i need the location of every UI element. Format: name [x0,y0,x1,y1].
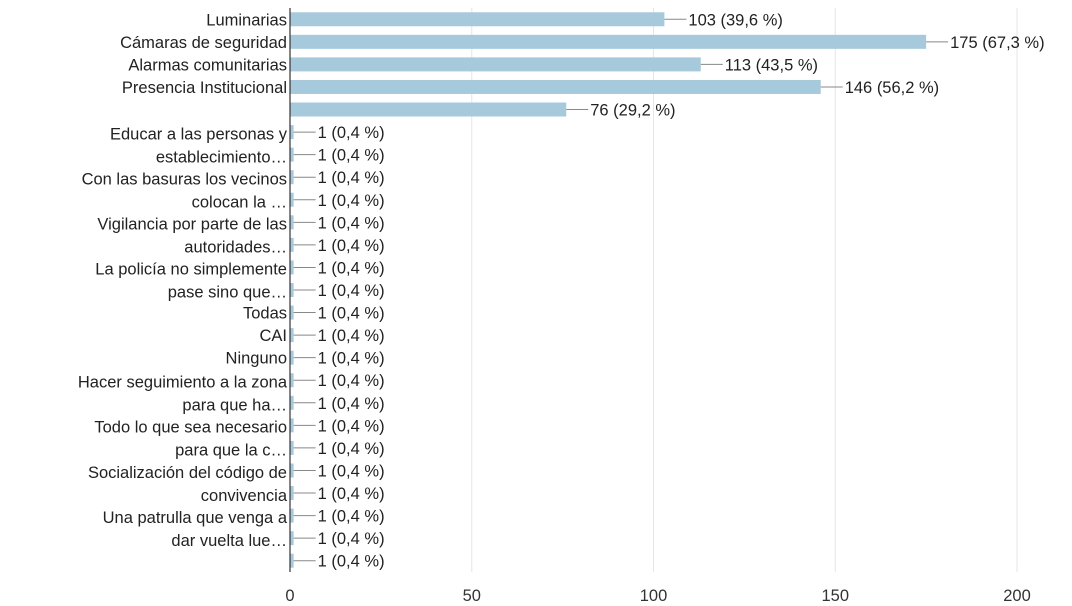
category-label: Cámaras de seguridad [120,34,287,52]
category-label-line: autoridades… [184,239,287,257]
category-label-line: para que la c… [175,442,287,460]
category-label-line: colocan la … [192,193,287,211]
bar[interactable] [290,79,821,94]
value-label: 175 (67,3 %) [950,34,1044,52]
bar[interactable] [290,237,294,252]
bar[interactable] [290,12,665,27]
category-label: CAI [259,327,287,345]
bar[interactable] [290,170,294,185]
x-tick-label: 100 [640,587,668,605]
label-layer: 103 (39,6 %) Luminarias 175 (67,3 %) Cámara… [78,11,1045,570]
bar[interactable] [290,395,294,410]
bar[interactable] [290,350,294,365]
bar[interactable] [290,192,294,207]
bar[interactable] [290,125,294,140]
x-tick-label: 0 [285,587,294,605]
value-label: 1 (0,4 %) [318,282,385,300]
category-label-line: La policía no simplemente [95,261,287,279]
category-label-line: Vigilancia por parte de las [97,216,287,234]
value-label: 1 (0,4 %) [318,417,385,435]
bar[interactable] [290,102,567,117]
value-label: 146 (56,2 %) [845,79,939,97]
bar[interactable] [290,486,294,501]
value-label: 1 (0,4 %) [318,192,385,210]
bar[interactable] [290,283,294,297]
bar-layer [290,12,949,568]
bar[interactable] [290,147,294,162]
category-label-line: Todo lo que sea necesario [94,419,287,437]
category-label-line: Educar a las personas y [110,125,288,143]
grid-layer [471,8,1018,572]
bar[interactable] [290,215,294,230]
value-label: 1 (0,4 %) [318,440,385,458]
category-label: Luminarias [206,11,287,29]
category-label-line: para que ha… [182,397,287,415]
category-label: Todas [243,305,287,323]
x-tick-label: 200 [1003,587,1031,605]
value-label: 1 (0,4 %) [318,147,385,165]
value-label: 1 (0,4 %) [318,214,385,232]
category-label-line: Con las basuras los vecinos [82,170,287,188]
category-label-line: pase sino que… [168,284,287,302]
bar[interactable] [290,57,701,72]
x-tick-label: 150 [821,587,849,605]
category-label-line: Hacer seguimiento a la zona [78,374,288,392]
value-label: 1 (0,4 %) [318,485,385,503]
bar[interactable] [290,418,294,433]
bar[interactable] [290,440,294,455]
value-label: 1 (0,4 %) [318,350,385,368]
bar[interactable] [290,373,294,388]
value-label: 1 (0,4 %) [318,124,385,142]
value-label: 1 (0,4 %) [318,462,385,480]
value-label: 76 (29,2 %) [590,102,675,120]
value-label: 103 (39,6 %) [688,11,782,29]
category-label-line: Una patrulla que venga a [103,509,288,527]
bar[interactable] [290,305,294,320]
value-label: 1 (0,4 %) [318,508,385,526]
category-label: Alarmas comunitarias [128,56,287,74]
value-label: 1 (0,4 %) [318,530,385,548]
bar[interactable] [290,34,927,49]
value-label: 1 (0,4 %) [318,259,385,277]
category-label-line: establecimiento… [156,148,287,166]
value-label: 113 (43,5 %) [725,56,818,74]
bar[interactable] [290,553,294,568]
bar[interactable] [290,260,294,275]
category-label-line: Socialización del código de [88,464,287,482]
x-tick-label: 50 [463,587,481,605]
value-label: 1 (0,4 %) [318,395,385,413]
bar[interactable] [290,508,294,523]
value-label: 1 (0,4 %) [318,305,385,323]
axis-layer: 0 50 100 150 200 [285,8,1031,605]
value-label: 1 (0,4 %) [318,237,385,255]
category-label-line: convivencia [201,487,288,505]
category-label: Ninguno [226,350,287,368]
category-label: Presencia Institucional [122,79,287,97]
value-label: 1 (0,4 %) [318,553,385,571]
bar[interactable] [290,463,294,478]
value-label: 1 (0,4 %) [318,372,385,390]
category-label-line: dar vuelta lue… [171,532,287,550]
bar[interactable] [290,328,294,343]
bar[interactable] [290,531,294,546]
value-label: 1 (0,4 %) [318,169,385,187]
value-label: 1 (0,4 %) [318,327,385,345]
